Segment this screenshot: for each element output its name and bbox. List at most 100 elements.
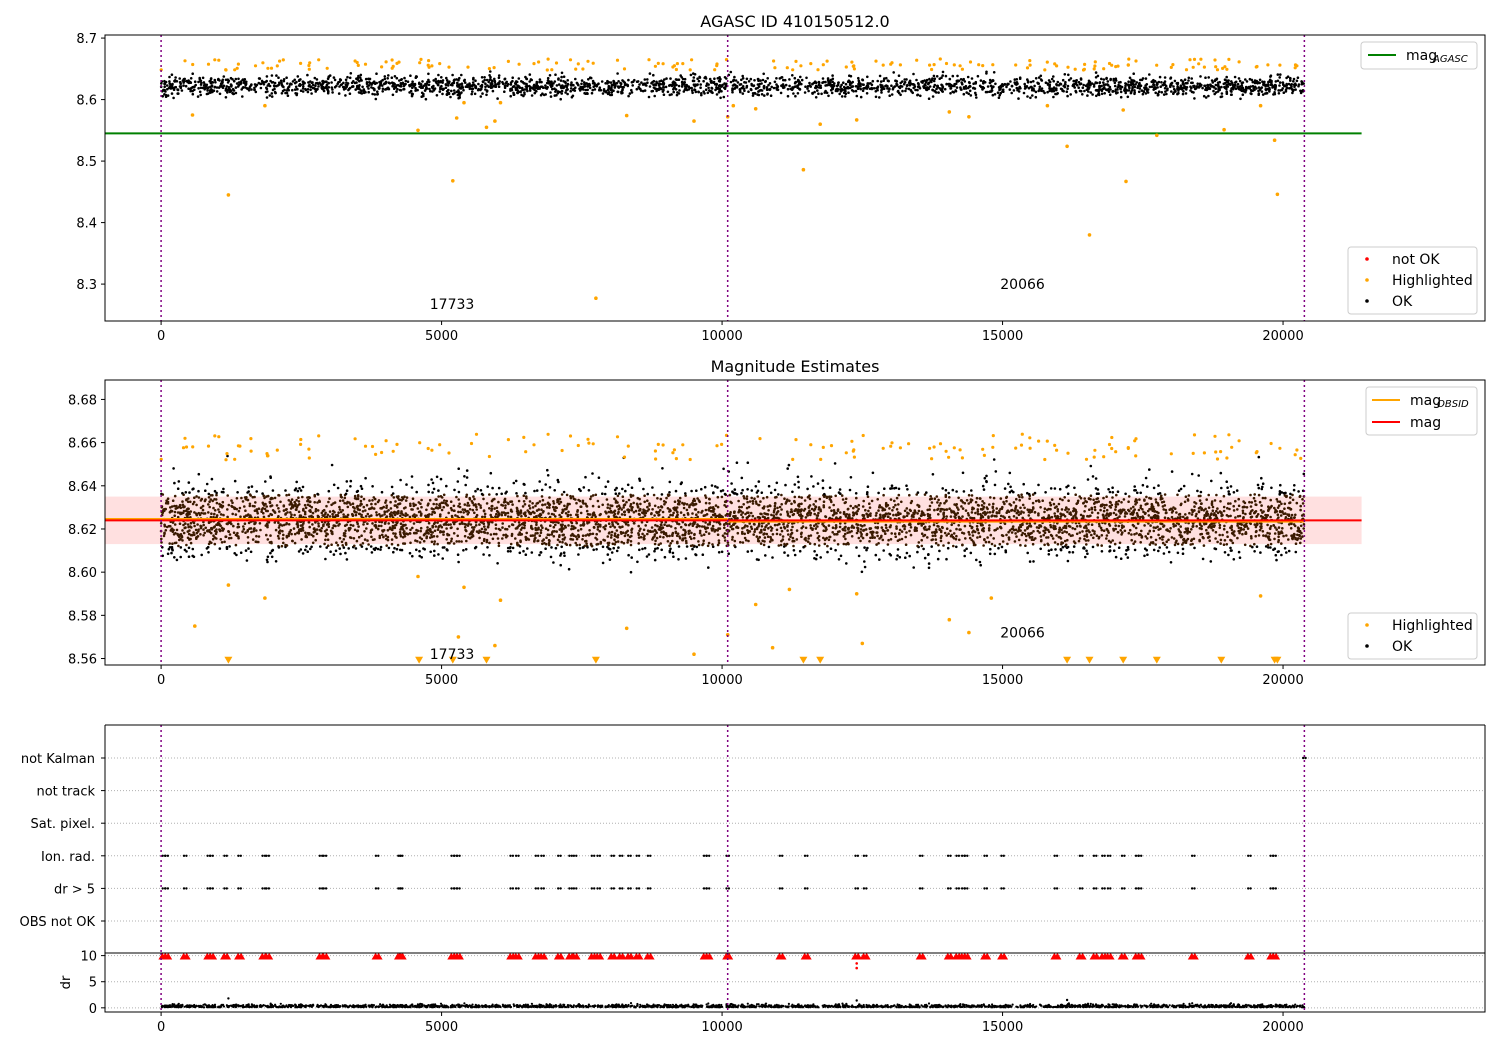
ok-point (917, 85, 921, 88)
ok-point (1241, 532, 1244, 536)
legend-label: Highlighted (1392, 273, 1473, 289)
ok-point (470, 92, 474, 96)
ok-point (894, 486, 898, 490)
ok-point (241, 78, 244, 82)
ok-point (1239, 97, 1242, 101)
ok-point (325, 84, 329, 87)
ok-point (1152, 88, 1155, 91)
ok-point (800, 502, 803, 506)
ok-point (571, 88, 575, 92)
ok-point (314, 507, 318, 511)
x-tick-label: 15000 (982, 329, 1023, 344)
ok-point (692, 83, 696, 86)
ok-point (697, 90, 700, 94)
ok-point (791, 490, 794, 494)
ok-point (621, 88, 624, 91)
ok-point (330, 86, 334, 89)
ok-point (383, 513, 386, 516)
ok-point (1231, 85, 1235, 89)
ok-point (888, 507, 891, 510)
highlighted-point (1215, 68, 1220, 72)
ok-point (483, 78, 487, 82)
ok-point (638, 479, 642, 482)
highlighted-point (656, 61, 660, 65)
ok-point (1186, 527, 1190, 530)
ok-point (309, 80, 312, 83)
ok-point (796, 92, 800, 95)
ok-point (200, 81, 203, 85)
ok-point (1163, 76, 1167, 79)
ok-point (661, 467, 664, 470)
ok-point (1102, 81, 1105, 84)
ok-point (606, 88, 610, 92)
ok-point (944, 74, 948, 78)
ok-point (620, 540, 623, 544)
ok-point (1144, 84, 1147, 87)
ok-point (265, 96, 269, 99)
ok-point (750, 549, 753, 553)
ok-point (950, 84, 953, 88)
ok-point (224, 78, 228, 82)
ok-point (1184, 495, 1188, 499)
ok-point (505, 490, 508, 494)
ok-point (968, 89, 972, 93)
ok-point (507, 525, 511, 528)
ok-point (327, 81, 331, 85)
ok-point (788, 515, 791, 518)
ok-point (836, 509, 840, 513)
ok-point (270, 92, 274, 95)
ok-point (674, 527, 677, 530)
ok-point (1047, 79, 1051, 82)
ok-point (1038, 500, 1041, 503)
ok-point (1012, 89, 1016, 92)
ok-point (965, 547, 968, 551)
ok-point (927, 82, 930, 86)
ok-point (319, 529, 323, 533)
ok-point (574, 86, 577, 89)
ok-point (538, 534, 542, 537)
ok-point (982, 502, 986, 505)
ok-point (539, 93, 543, 97)
ok-point (489, 533, 493, 536)
ok-point (1269, 542, 1273, 546)
ok-point (608, 507, 612, 510)
ok-point (1111, 486, 1114, 490)
ok-point (442, 533, 445, 536)
ok-point (1114, 505, 1118, 509)
highlighted-point (844, 65, 848, 69)
ok-point (607, 532, 611, 535)
ok-point (405, 526, 408, 530)
ok-point (743, 89, 746, 93)
ok-point (184, 84, 188, 88)
ok-point (1155, 81, 1159, 85)
ok-point (974, 91, 977, 95)
ok-point (310, 92, 313, 95)
ok-point (609, 93, 612, 97)
ok-point (606, 80, 609, 83)
ok-point (1293, 484, 1296, 487)
ok-point (328, 510, 332, 513)
ok-point (384, 501, 387, 504)
ok-point (1143, 524, 1146, 527)
ok-point (456, 534, 460, 538)
ok-point (806, 87, 809, 90)
ok-point (319, 545, 322, 548)
ok-point (1302, 82, 1305, 85)
ok-point (717, 84, 721, 88)
ok-point (1261, 485, 1264, 489)
ok-point (367, 87, 370, 90)
ok-point (1198, 499, 1202, 502)
ok-point (760, 491, 764, 495)
ok-point (299, 83, 303, 87)
ok-point (306, 88, 310, 91)
ok-point (393, 513, 397, 517)
ok-point (470, 87, 474, 91)
y-tick-label: 8.4 (76, 217, 97, 232)
ok-point (933, 508, 936, 512)
ok-point (886, 79, 890, 82)
ok-point (347, 87, 351, 91)
ok-point (1281, 527, 1284, 530)
ok-point (1052, 75, 1055, 78)
highlighted-point (794, 59, 798, 64)
ok-point (523, 82, 527, 85)
